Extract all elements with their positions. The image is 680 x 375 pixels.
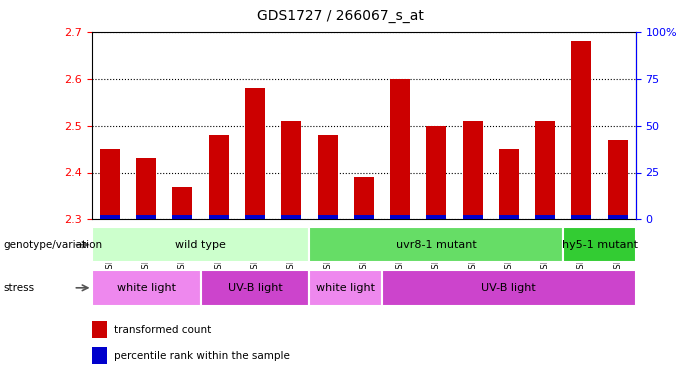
Bar bbox=[563, 227, 636, 262]
Bar bbox=[92, 321, 107, 338]
Bar bbox=[92, 227, 309, 262]
Text: UV-B light: UV-B light bbox=[228, 283, 282, 293]
Bar bbox=[354, 215, 374, 219]
Text: stress: stress bbox=[3, 283, 35, 293]
Bar bbox=[608, 140, 628, 219]
Bar bbox=[136, 215, 156, 219]
Bar bbox=[173, 215, 192, 219]
Bar bbox=[390, 215, 410, 219]
Bar bbox=[245, 215, 265, 219]
Bar bbox=[92, 346, 107, 364]
Bar bbox=[318, 215, 337, 219]
Bar bbox=[173, 186, 192, 219]
Bar bbox=[282, 121, 301, 219]
Bar bbox=[354, 177, 374, 219]
Text: uvr8-1 mutant: uvr8-1 mutant bbox=[396, 240, 477, 250]
Bar bbox=[136, 158, 156, 219]
Bar bbox=[608, 215, 628, 219]
Bar bbox=[426, 215, 446, 219]
Bar bbox=[209, 135, 228, 219]
Text: hy5-1 mutant: hy5-1 mutant bbox=[562, 240, 638, 250]
Bar bbox=[100, 149, 120, 219]
Bar bbox=[426, 126, 446, 219]
Text: GDS1727 / 266067_s_at: GDS1727 / 266067_s_at bbox=[256, 9, 424, 23]
Bar bbox=[390, 79, 410, 219]
Bar bbox=[462, 121, 483, 219]
Bar bbox=[282, 215, 301, 219]
Text: transformed count: transformed count bbox=[114, 326, 211, 336]
Bar bbox=[92, 270, 201, 306]
Text: white light: white light bbox=[117, 283, 175, 293]
Bar bbox=[535, 215, 555, 219]
Bar bbox=[571, 215, 592, 219]
Bar bbox=[318, 135, 337, 219]
Bar bbox=[201, 270, 309, 306]
Text: UV-B light: UV-B light bbox=[481, 283, 537, 293]
Bar bbox=[571, 41, 592, 219]
Bar bbox=[499, 149, 519, 219]
Bar bbox=[209, 215, 228, 219]
Bar bbox=[499, 215, 519, 219]
Text: white light: white light bbox=[316, 283, 375, 293]
Bar bbox=[245, 88, 265, 219]
Text: wild type: wild type bbox=[175, 240, 226, 250]
Bar bbox=[100, 215, 120, 219]
Text: genotype/variation: genotype/variation bbox=[3, 240, 103, 249]
Bar bbox=[309, 270, 382, 306]
Bar bbox=[309, 227, 563, 262]
Text: percentile rank within the sample: percentile rank within the sample bbox=[114, 351, 290, 361]
Bar bbox=[462, 215, 483, 219]
Bar bbox=[382, 270, 636, 306]
Bar bbox=[535, 121, 555, 219]
